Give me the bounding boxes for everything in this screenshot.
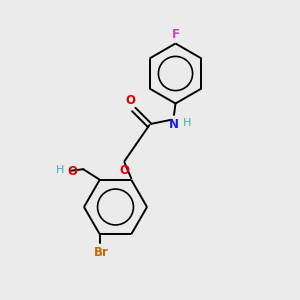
Text: F: F [172, 28, 179, 41]
Text: H: H [183, 118, 191, 128]
Text: Br: Br [94, 246, 109, 259]
Text: N: N [168, 118, 178, 130]
Text: O: O [119, 164, 130, 177]
Text: H: H [56, 164, 64, 175]
Text: O: O [125, 94, 135, 106]
Text: O: O [68, 165, 78, 178]
